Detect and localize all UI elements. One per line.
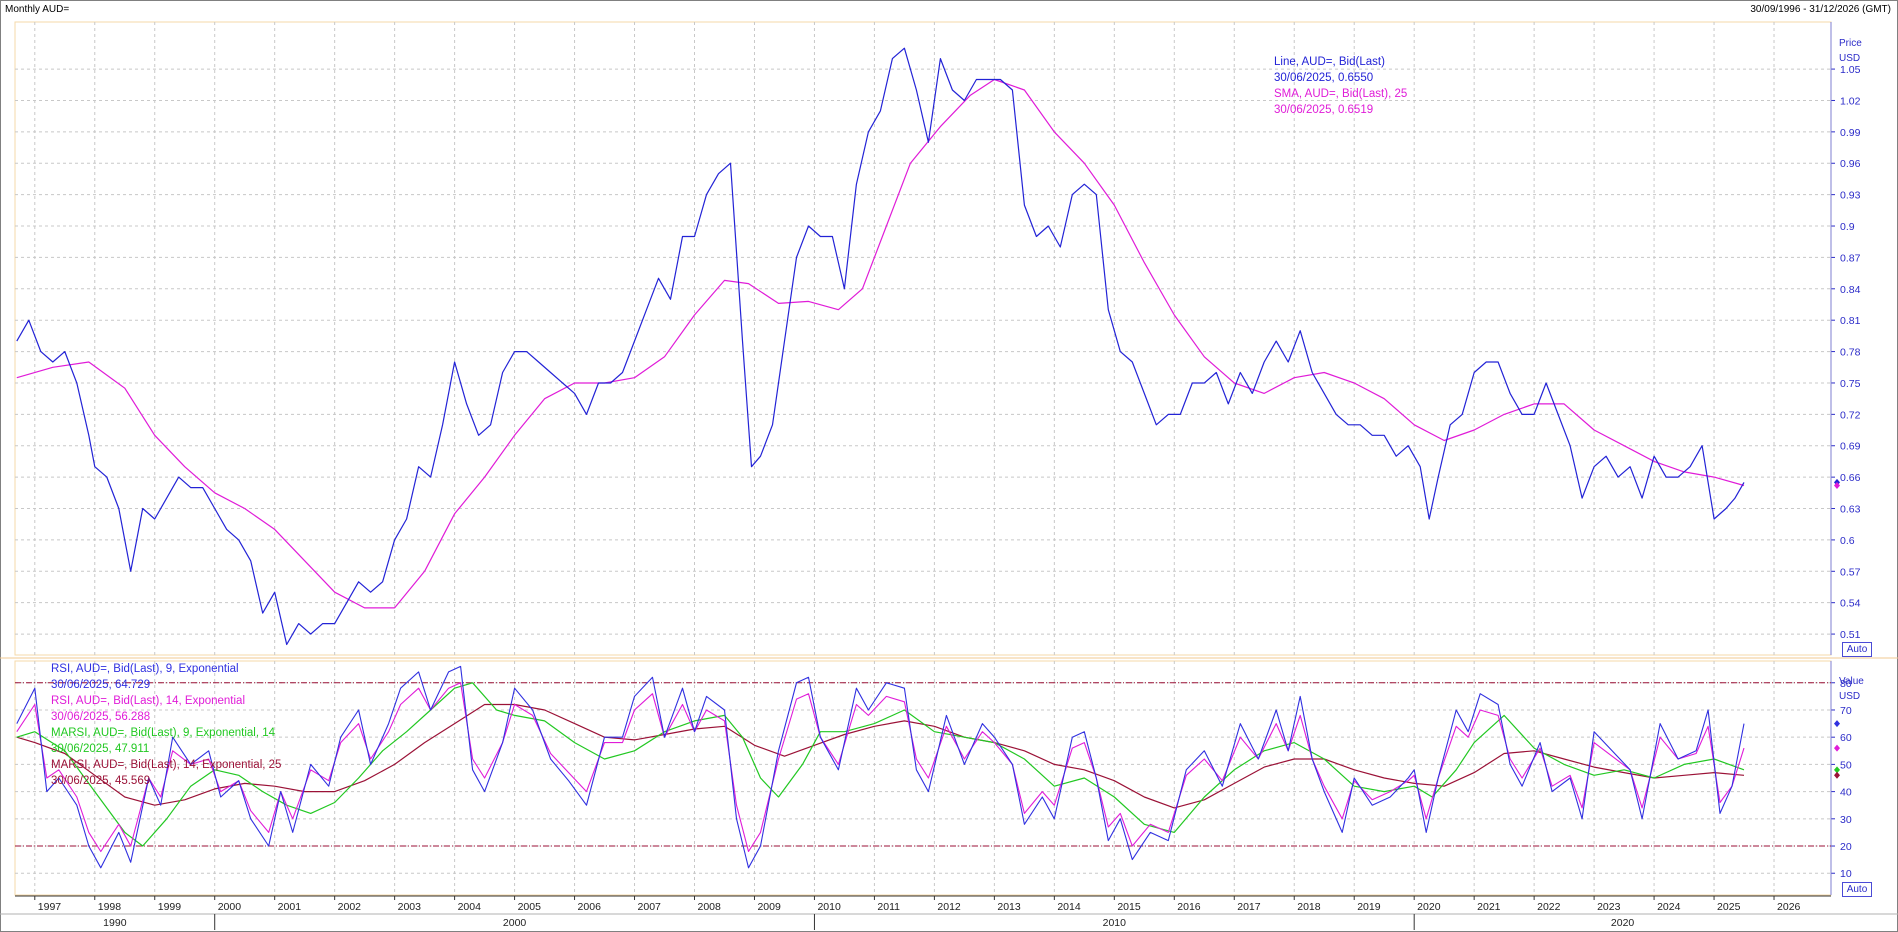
price-y-label-0.9: 0.9	[1840, 221, 1855, 233]
rsi9-legend-title: RSI, AUD=, Bid(Last), 9, Exponential	[51, 663, 239, 675]
x-tick-label-2005: 2005	[518, 901, 542, 913]
x-tick-label-2015: 2015	[1117, 901, 1141, 913]
x-tick-label-1999: 1999	[158, 901, 182, 913]
price-y-label-0.81: 0.81	[1840, 315, 1861, 327]
x-tick-label-2019: 2019	[1357, 901, 1381, 913]
x-tick-label-2007: 2007	[638, 901, 662, 913]
price-y-label-0.72: 0.72	[1840, 409, 1861, 421]
x-tick-label-2001: 2001	[278, 901, 302, 913]
x-tick-label-2022: 2022	[1537, 901, 1561, 913]
rsi-y-label-70: 70	[1840, 705, 1852, 717]
rsi9-last-marker	[1834, 720, 1840, 728]
x-tick-label-2013: 2013	[997, 901, 1021, 913]
x-tick-label-2020: 2020	[1417, 901, 1441, 913]
marsi14-series-line	[16, 703, 1745, 809]
rsi9-legend-value: 30/06/2025, 64.729	[51, 679, 151, 691]
price-auto-scale-button[interactable]: Auto	[1842, 642, 1872, 657]
rsi14-legend-title: RSI, AUD=, Bid(Last), 14, Exponential	[51, 695, 246, 707]
price-y-label-0.75: 0.75	[1840, 378, 1861, 390]
marsi9-legend-value: 30/06/2025, 47.911	[51, 743, 150, 755]
price-y-label-0.96: 0.96	[1840, 158, 1861, 170]
price-y-label-0.84: 0.84	[1840, 284, 1861, 296]
marsi9-last-marker	[1834, 766, 1840, 774]
x-tick-label-1998: 1998	[98, 901, 122, 913]
price-unit: USD	[1839, 53, 1861, 64]
price-y-label-1.02: 1.02	[1840, 95, 1861, 107]
x-tick-label-2009: 2009	[757, 901, 781, 913]
price-legend-sma-value: 30/06/2025, 0.6519	[1274, 104, 1374, 116]
price-y-label-0.51: 0.51	[1840, 629, 1861, 641]
price-y-label-0.78: 0.78	[1840, 347, 1861, 359]
rsi-unit-label: Value	[1839, 676, 1864, 687]
rsi-y-label-50: 50	[1840, 759, 1852, 771]
x-tick-label-2026: 2026	[1777, 901, 1801, 913]
price-y-label-0.54: 0.54	[1840, 598, 1861, 610]
rsi9-series-line	[16, 665, 1745, 869]
x-tick-label-2008: 2008	[698, 901, 722, 913]
x-tick-label-2003: 2003	[398, 901, 422, 913]
price-y-label-1.05: 1.05	[1840, 64, 1861, 76]
x-tick-label-2025: 2025	[1717, 901, 1741, 913]
marsi14-legend-value: 30/06/2025, 45.569	[51, 775, 151, 787]
marsi9-legend-title: MARSI, AUD=, Bid(Last), 9, Exponential, …	[51, 727, 276, 739]
rsi-auto-scale-button[interactable]: Auto	[1842, 882, 1872, 897]
rsi-y-label-30: 30	[1840, 814, 1852, 826]
x-tick-label-2023: 2023	[1597, 901, 1621, 913]
sma-last-marker	[1834, 482, 1840, 490]
rsi-y-label-10: 10	[1840, 868, 1852, 880]
price-y-label-0.63: 0.63	[1840, 504, 1861, 516]
rsi-y-label-60: 60	[1840, 732, 1852, 744]
price-y-label-0.69: 0.69	[1840, 441, 1861, 453]
x-tick-label-2006: 2006	[578, 901, 602, 913]
rsi14-legend-value: 30/06/2025, 56.288	[51, 711, 151, 723]
price-y-label-0.66: 0.66	[1840, 472, 1861, 484]
price-y-label-0.99: 0.99	[1840, 127, 1861, 139]
date-range: 30/09/1996 - 31/12/2026 (GMT)	[1750, 4, 1891, 15]
chart-title: Monthly AUD=	[5, 4, 70, 15]
rsi14-series-line	[16, 682, 1745, 853]
sma-series-line	[16, 78, 1745, 609]
x-tick-label-2014: 2014	[1057, 901, 1081, 913]
x-tick-label-2002: 2002	[338, 901, 362, 913]
x-tick-label-2004: 2004	[458, 901, 482, 913]
decade-label-2020: 2020	[1611, 917, 1635, 929]
x-tick-label-2012: 2012	[937, 901, 961, 913]
x-tick-label-2000: 2000	[218, 901, 242, 913]
rsi-legend: RSI, AUD=, Bid(Last), 9, Exponential 30/…	[51, 661, 281, 789]
price-series-line	[16, 47, 1745, 646]
marsi14-legend-title: MARSI, AUD=, Bid(Last), 14, Exponential,…	[51, 759, 282, 771]
rsi-unit: USD	[1839, 691, 1861, 702]
price-legend: Line, AUD=, Bid(Last) 30/06/2025, 0.6550…	[1274, 54, 1407, 118]
x-tick-label-2024: 2024	[1657, 901, 1681, 913]
decade-label-2000: 2000	[503, 917, 527, 929]
price-y-label-0.57: 0.57	[1840, 566, 1861, 578]
x-tick-label-2021: 2021	[1477, 901, 1501, 913]
x-tick-label-2011: 2011	[877, 901, 900, 913]
rsi14-last-marker	[1834, 744, 1840, 752]
decade-label-2010: 2010	[1103, 917, 1127, 929]
price-unit-label: Price	[1839, 38, 1862, 49]
x-tick-label-2017: 2017	[1237, 901, 1261, 913]
x-tick-label-2010: 2010	[817, 901, 841, 913]
price-legend-line-value: 30/06/2025, 0.6550	[1274, 72, 1374, 84]
price-y-label-0.93: 0.93	[1840, 190, 1861, 202]
x-tick-label-1997: 1997	[38, 901, 62, 913]
rsi-y-label-20: 20	[1840, 841, 1852, 853]
decade-label-1990: 1990	[103, 917, 127, 929]
price-legend-line-title: Line, AUD=, Bid(Last)	[1274, 56, 1385, 68]
rsi-panel-frame	[14, 660, 1832, 896]
price-legend-sma-title: SMA, AUD=, Bid(Last), 25	[1274, 88, 1408, 100]
marsi14-last-marker	[1834, 771, 1840, 779]
price-y-label-0.87: 0.87	[1840, 252, 1861, 264]
marsi9-series-line	[16, 682, 1745, 847]
rsi-y-label-80: 80	[1840, 678, 1852, 690]
x-tick-label-2018: 2018	[1297, 901, 1321, 913]
price-y-label-0.6: 0.6	[1840, 535, 1855, 547]
x-tick-label-2016: 2016	[1177, 901, 1201, 913]
rsi-y-label-40: 40	[1840, 787, 1852, 799]
